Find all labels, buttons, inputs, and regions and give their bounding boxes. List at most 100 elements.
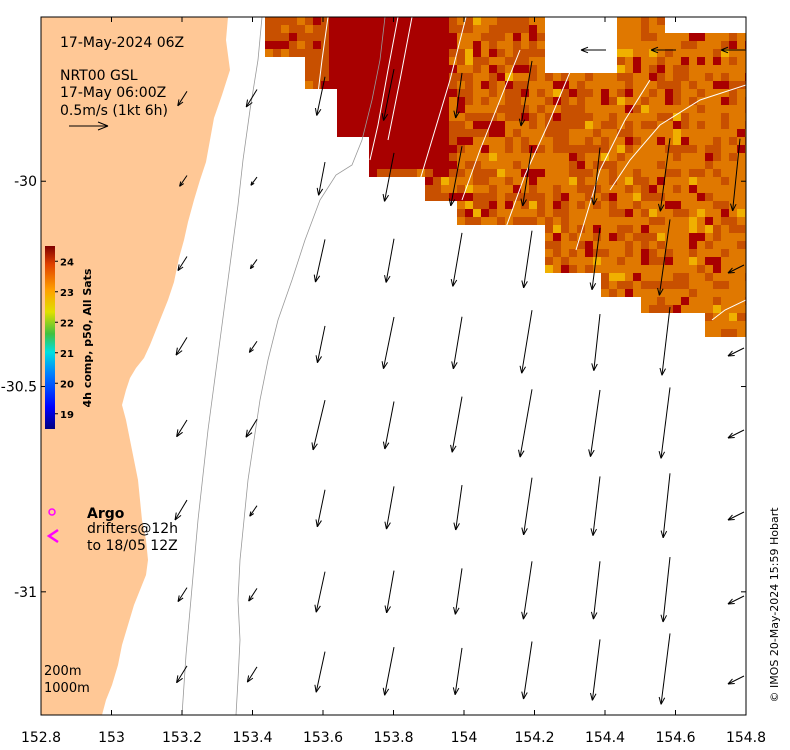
sst-pixel xyxy=(281,49,289,57)
sst-pixel xyxy=(625,177,633,185)
sst-pixel xyxy=(337,113,345,121)
sst-pixel xyxy=(385,65,393,73)
sst-pixel xyxy=(281,41,289,49)
sst-pixel xyxy=(537,57,545,65)
sst-pixel xyxy=(593,73,601,81)
sst-pixel xyxy=(529,177,537,185)
sst-pixel xyxy=(457,137,465,145)
sst-pixel xyxy=(369,113,377,121)
sst-pixel xyxy=(425,89,433,97)
sst-pixel xyxy=(401,121,409,129)
sst-pixel xyxy=(513,33,521,41)
sst-pixel xyxy=(737,241,745,249)
sst-pixel xyxy=(385,73,393,81)
sst-pixel xyxy=(681,201,689,209)
sst-pixel xyxy=(737,289,745,297)
current-arrow xyxy=(518,60,533,127)
sst-pixel xyxy=(449,177,457,185)
sst-pixel xyxy=(473,41,481,49)
sst-pixel xyxy=(353,105,361,113)
sst-pixel xyxy=(689,73,697,81)
sst-pixel xyxy=(457,201,465,209)
sst-pixel xyxy=(393,33,401,41)
sst-pixel xyxy=(545,185,553,193)
sst-pixel xyxy=(361,89,369,97)
sst-pixel xyxy=(633,57,641,65)
sst-pixel xyxy=(473,185,481,193)
current-arrow xyxy=(660,473,671,539)
sst-pixel xyxy=(641,121,649,129)
sst-pixel xyxy=(569,177,577,185)
sst-pixel xyxy=(417,121,425,129)
sst-pixel xyxy=(433,113,441,121)
sst-pixel xyxy=(609,241,617,249)
sst-pixel xyxy=(393,41,401,49)
sst-pixel xyxy=(417,25,425,33)
current-arrow xyxy=(450,396,463,453)
sst-pixel xyxy=(505,57,513,65)
sst-pixel xyxy=(601,81,609,89)
sst-pixel xyxy=(377,65,385,73)
sst-pixel xyxy=(545,73,553,81)
contour-label-200m: 200m xyxy=(44,664,81,679)
colorbar-tick-label: 24 xyxy=(60,257,74,268)
sst-pixel xyxy=(433,41,441,49)
sst-pixel xyxy=(369,153,377,161)
sst-pixel xyxy=(577,97,585,105)
current-arrow xyxy=(314,571,326,613)
sst-pixel xyxy=(265,41,273,49)
sst-pixel xyxy=(585,169,593,177)
sst-pixel xyxy=(729,217,737,225)
sst-pixel xyxy=(569,249,577,257)
sst-pixel xyxy=(561,201,569,209)
sst-pixel xyxy=(585,257,593,265)
sst-pixel xyxy=(689,241,697,249)
sst-pixel xyxy=(681,153,689,161)
sst-pixel xyxy=(705,257,713,265)
sst-pixel xyxy=(473,17,481,25)
sst-pixel xyxy=(369,105,377,113)
sst-pixel xyxy=(593,161,601,169)
sst-pixel xyxy=(601,249,609,257)
sst-pixel xyxy=(697,273,705,281)
sst-pixel xyxy=(641,161,649,169)
sst-pixel xyxy=(313,81,321,89)
sst-pixel xyxy=(441,73,449,81)
sst-pixel xyxy=(561,73,569,81)
sst-pixel xyxy=(649,161,657,169)
sst-pixel xyxy=(649,233,657,241)
sst-pixel xyxy=(641,41,649,49)
sst-pixel xyxy=(649,297,657,305)
sst-pixel xyxy=(705,193,713,201)
sst-pixel xyxy=(729,97,737,105)
sst-pixel xyxy=(513,217,521,225)
sst-pixel xyxy=(377,129,385,137)
sst-pixel xyxy=(625,81,633,89)
sst-pixel xyxy=(601,241,609,249)
sst-pixel xyxy=(441,161,449,169)
sst-pixel xyxy=(305,73,313,81)
sst-pixel xyxy=(641,105,649,113)
sst-pixel xyxy=(545,169,553,177)
current-arrow xyxy=(382,401,395,450)
sst-pixel xyxy=(425,57,433,65)
current-arrow xyxy=(250,176,258,186)
sst-pixel xyxy=(609,233,617,241)
sst-pixel xyxy=(617,217,625,225)
sst-pixel xyxy=(497,177,505,185)
sst-pixel xyxy=(409,65,417,73)
sst-pixel xyxy=(553,177,561,185)
sst-pixel xyxy=(713,145,721,153)
current-arrow xyxy=(248,588,258,602)
sst-pixel xyxy=(641,289,649,297)
sst-pixel xyxy=(449,73,457,81)
sst-pixel xyxy=(481,113,489,121)
sst-pixel xyxy=(441,129,449,137)
sst-pixel xyxy=(497,41,505,49)
sst-pixel xyxy=(521,57,529,65)
sst-pixel xyxy=(705,89,713,97)
sst-pixel xyxy=(577,73,585,81)
sst-pixel xyxy=(681,249,689,257)
sst-pixel xyxy=(681,281,689,289)
sst-pixel xyxy=(633,177,641,185)
